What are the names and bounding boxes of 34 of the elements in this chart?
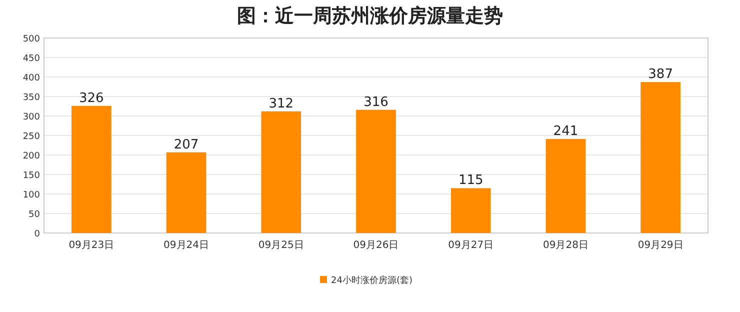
bar <box>640 82 680 233</box>
y-tick-label: 0 <box>34 230 40 240</box>
x-tick-label: 09月25日 <box>258 240 304 251</box>
bar <box>450 188 491 233</box>
data-label: 115 <box>458 173 484 188</box>
y-tick-label: 300 <box>22 112 40 122</box>
y-tick-label: 50 <box>28 210 40 220</box>
y-tick-label: 500 <box>22 34 40 44</box>
data-label: 312 <box>268 96 294 112</box>
chart-title: 图：近一周苏州涨价房源量走势 <box>237 5 503 27</box>
y-tick-label: 100 <box>22 190 40 200</box>
legend-label: 24小时涨价房源(套) <box>331 275 412 286</box>
bar <box>261 111 302 233</box>
x-tick-label: 09月24日 <box>164 240 210 251</box>
y-tick-label: 250 <box>22 132 40 142</box>
data-label: 207 <box>174 137 199 152</box>
y-tick-label: 450 <box>22 54 40 64</box>
x-tick-label: 09月28日 <box>542 240 588 251</box>
y-tick-label: 400 <box>22 74 40 84</box>
data-label: 316 <box>364 94 388 110</box>
x-tick-label: 09月27日 <box>448 240 494 251</box>
bar <box>356 110 396 233</box>
y-tick-label: 150 <box>22 171 40 181</box>
data-label: 241 <box>553 124 578 140</box>
x-tick-label: 09月29日 <box>638 240 684 251</box>
bar <box>72 106 112 233</box>
y-tick-label: 350 <box>22 93 40 103</box>
data-label: 326 <box>79 90 104 106</box>
x-tick-label: 09月26日 <box>353 240 399 251</box>
bar <box>166 152 206 233</box>
x-tick-label: 09月23日 <box>68 240 114 251</box>
data-label: 387 <box>648 67 673 82</box>
bar <box>546 139 586 233</box>
y-tick-label: 200 <box>22 152 40 162</box>
